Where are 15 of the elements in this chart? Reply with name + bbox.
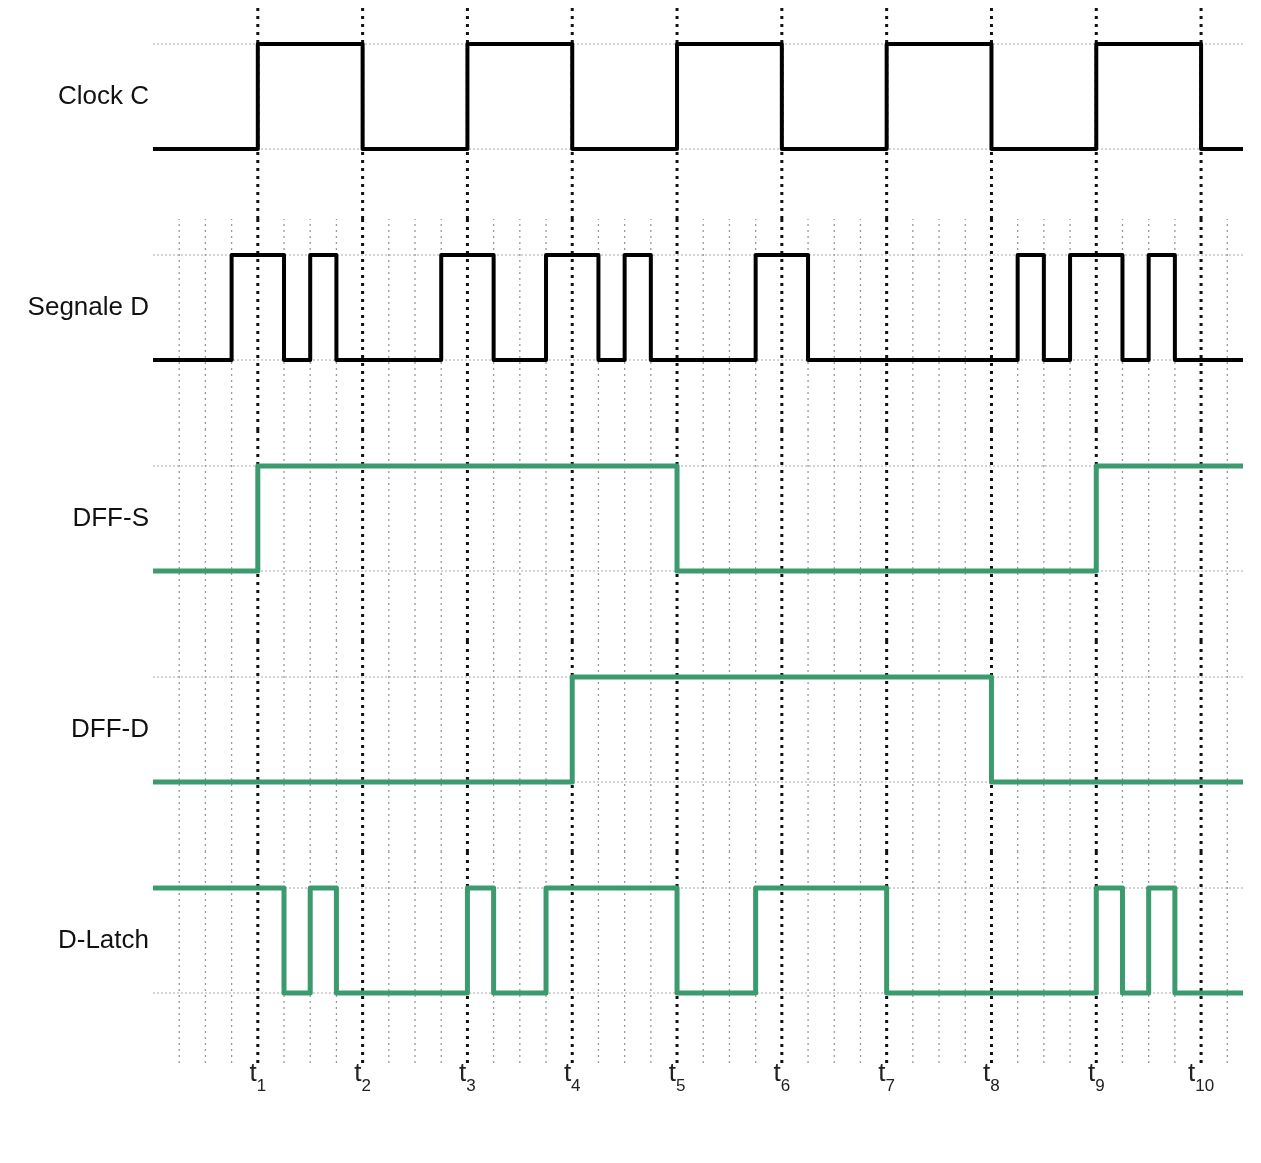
y-axis-title: D-Latch bbox=[57, 924, 149, 954]
x-tick-label: t$_{4}$ bbox=[563, 1057, 581, 1095]
x-tick-label: t$_{7}$ bbox=[878, 1057, 896, 1095]
x-tick-label: t$_{5}$ bbox=[668, 1057, 686, 1095]
y-axis-title: Clock C bbox=[57, 80, 149, 110]
x-tick-label: t$_{8}$ bbox=[983, 1057, 1000, 1095]
y-axis-title: DFF-D bbox=[71, 713, 149, 743]
x-tick-label: t$_{9}$ bbox=[1087, 1057, 1105, 1095]
x-tick-label: t$_{10}$ bbox=[1188, 1057, 1215, 1095]
x-tick-label: t$_{2}$ bbox=[354, 1057, 371, 1095]
y-axis-title: Segnale D bbox=[27, 291, 149, 321]
x-tick-label: t$_{3}$ bbox=[459, 1057, 476, 1095]
x-tick-label: t$_{6}$ bbox=[773, 1057, 791, 1095]
y-axis-title: DFF-S bbox=[72, 502, 149, 532]
x-tick-label: t$_{1}$ bbox=[249, 1057, 267, 1095]
